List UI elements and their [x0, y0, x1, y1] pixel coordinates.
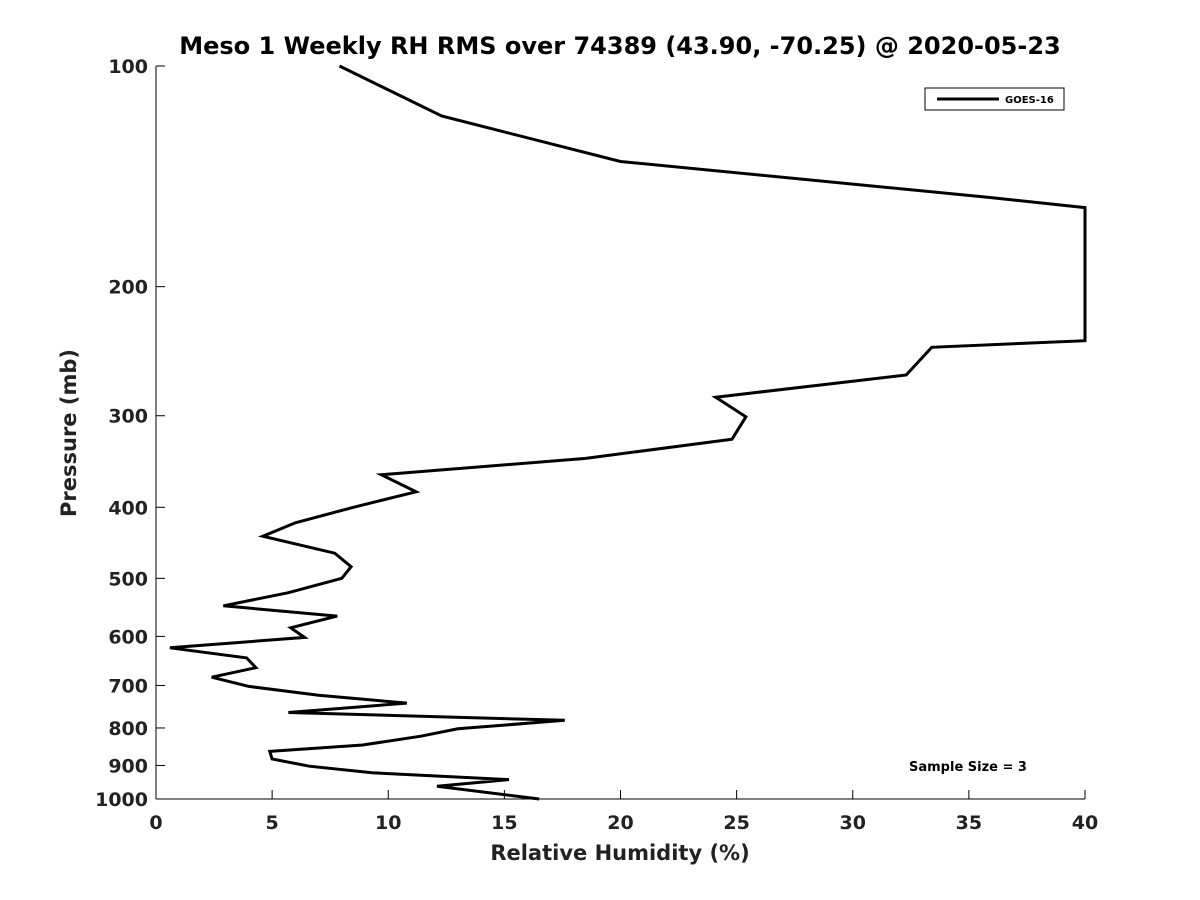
y-tick-label: 600	[108, 626, 148, 648]
y-tick-label: 900	[108, 755, 148, 777]
x-tick-label: 15	[491, 812, 517, 834]
y-tick-label: 500	[108, 568, 148, 590]
y-tick-label: 200	[108, 277, 148, 299]
x-tick-label: 35	[956, 812, 982, 834]
x-tick-label: 5	[266, 812, 279, 834]
x-tick-label: 40	[1072, 812, 1098, 834]
y-tick-label: 800	[108, 718, 148, 740]
y-tick-label: 700	[108, 675, 148, 697]
sample-size-annotation: Sample Size = 3	[909, 760, 1027, 775]
x-tick-label: 25	[723, 812, 749, 834]
y-tick-label: 100	[108, 56, 148, 78]
y-tick-label: 300	[108, 406, 148, 428]
x-axis-label: Relative Humidity (%)	[490, 841, 749, 865]
x-tick-label: 20	[607, 812, 633, 834]
legend: GOES-16	[924, 87, 1065, 111]
series-layer	[169, 64, 1087, 801]
y-axis-label: Pressure (mb)	[57, 349, 81, 517]
x-tick-label: 10	[375, 812, 401, 834]
chart-title: Meso 1 Weekly RH RMS over 74389 (43.90, …	[179, 32, 1061, 60]
series-line-goes-16	[169, 64, 1087, 801]
x-tick-label: 0	[149, 812, 162, 834]
y-tick-label: 1000	[95, 789, 148, 811]
legend-entry-goes-16: GOES-16	[1005, 95, 1054, 106]
y-axis-ticks: 100 200 300 400 500 600 700 800 900 1000	[95, 56, 165, 811]
x-axis-ticks: 0 5 10 15 20 25 30 35 40	[149, 790, 1098, 834]
y-tick-label: 400	[108, 497, 148, 519]
x-tick-label: 30	[840, 812, 866, 834]
